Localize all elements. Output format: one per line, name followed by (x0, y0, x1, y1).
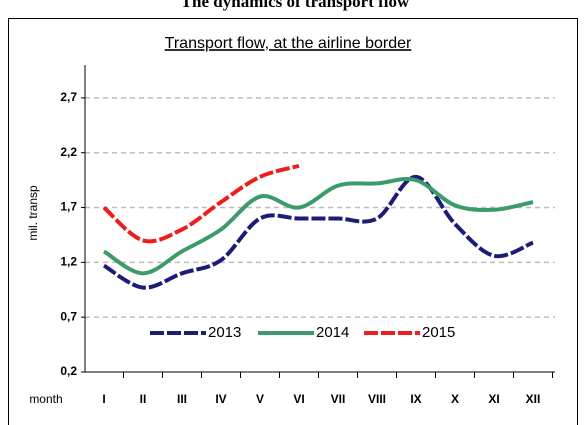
y-tick-label: 2,2 (60, 145, 77, 159)
page-title: The dynamics of transport flow (181, 0, 410, 11)
x-tick-label: VI (293, 392, 304, 406)
x-tick-label: VII (331, 392, 346, 406)
legend-label: 2013 (208, 324, 241, 341)
x-tick-label: II (140, 392, 147, 406)
x-tick-label: I (102, 392, 105, 406)
x-tick-label: V (256, 392, 264, 406)
y-tick-label: 0,7 (60, 309, 77, 323)
chart-title: Transport flow, at the airline border (165, 35, 412, 52)
y-tick-label: 1,2 (60, 255, 77, 269)
series-line (102, 163, 300, 244)
chart-border (8, 18, 578, 425)
x-tick-label: IV (215, 392, 226, 406)
x-tick-label: III (177, 392, 187, 406)
y-axis-label: mil. transp (26, 185, 40, 241)
series-line (102, 174, 534, 290)
legend-label: 2014 (316, 324, 349, 341)
x-axis-label: month (29, 392, 62, 406)
legend-label: 2015 (422, 324, 455, 341)
x-tick-label: VIII (368, 392, 386, 406)
x-tick-label: XII (526, 392, 541, 406)
y-tick-label: 0,2 (60, 364, 77, 378)
y-tick-label: 1,7 (60, 200, 77, 214)
x-tick-label: IX (410, 392, 421, 406)
series-line (102, 176, 534, 276)
x-tick-label: XI (488, 392, 499, 406)
y-tick-label: 2,7 (60, 90, 77, 104)
x-tick-label: X (451, 392, 459, 406)
